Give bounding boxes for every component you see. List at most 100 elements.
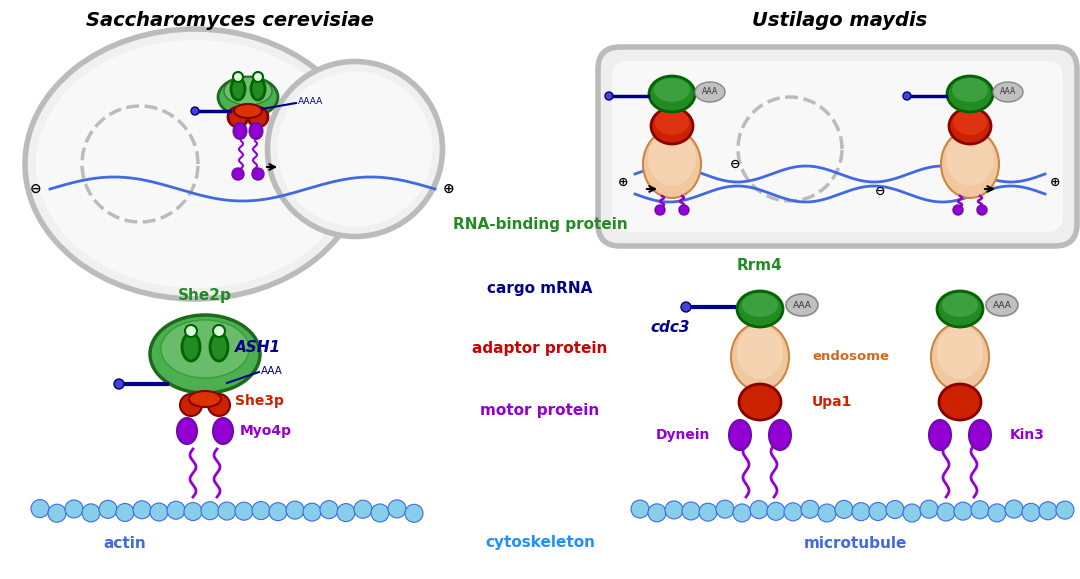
Text: cytoskeleton: cytoskeleton (485, 536, 595, 551)
Circle shape (869, 503, 887, 521)
Circle shape (184, 503, 202, 521)
Circle shape (252, 501, 270, 519)
Ellipse shape (769, 420, 791, 450)
Ellipse shape (942, 293, 978, 317)
Text: She2p: She2p (178, 288, 232, 303)
Circle shape (648, 504, 666, 522)
Ellipse shape (643, 130, 701, 198)
Circle shape (937, 503, 955, 521)
Circle shape (185, 325, 197, 337)
Circle shape (784, 503, 802, 521)
Circle shape (253, 72, 264, 82)
Circle shape (269, 503, 287, 521)
Ellipse shape (947, 76, 993, 112)
Ellipse shape (249, 123, 262, 139)
Ellipse shape (731, 323, 789, 391)
Text: ⊖: ⊖ (30, 182, 42, 196)
Text: AAA: AAA (1000, 87, 1016, 97)
Circle shape (977, 205, 987, 215)
Ellipse shape (654, 78, 690, 102)
Ellipse shape (224, 77, 272, 105)
Circle shape (252, 168, 264, 180)
Circle shape (167, 501, 185, 519)
Circle shape (1022, 503, 1040, 521)
Circle shape (1039, 502, 1057, 520)
Ellipse shape (951, 78, 988, 102)
Ellipse shape (234, 104, 262, 118)
Ellipse shape (233, 123, 246, 139)
Circle shape (320, 501, 338, 519)
Ellipse shape (737, 291, 783, 327)
Text: ⊖: ⊖ (875, 185, 886, 197)
Ellipse shape (213, 418, 233, 444)
Text: AAA: AAA (261, 366, 283, 376)
Text: Rrm4: Rrm4 (738, 258, 783, 273)
Ellipse shape (737, 325, 783, 379)
Ellipse shape (742, 293, 778, 317)
Circle shape (31, 500, 49, 518)
Ellipse shape (25, 29, 365, 299)
Ellipse shape (278, 71, 432, 226)
Circle shape (852, 503, 870, 521)
Text: AAA: AAA (793, 301, 811, 310)
Ellipse shape (739, 384, 781, 420)
Circle shape (631, 500, 649, 518)
Text: Myo4p: Myo4p (240, 424, 292, 438)
Circle shape (681, 502, 700, 520)
Ellipse shape (931, 323, 989, 391)
Text: AAA: AAA (993, 301, 1012, 310)
Ellipse shape (208, 394, 230, 416)
Text: AAAA: AAAA (298, 97, 323, 105)
Circle shape (65, 500, 83, 518)
Ellipse shape (36, 40, 354, 288)
Circle shape (150, 503, 168, 521)
Ellipse shape (218, 77, 278, 117)
Circle shape (988, 504, 1005, 522)
Circle shape (971, 501, 989, 519)
Circle shape (218, 502, 237, 520)
Text: adaptor protein: adaptor protein (472, 342, 608, 357)
Ellipse shape (210, 333, 228, 361)
Circle shape (116, 504, 134, 522)
Text: RNA-binding protein: RNA-binding protein (453, 217, 627, 232)
Text: She3p: She3p (235, 394, 284, 408)
Text: Ustilago maydis: Ustilago maydis (753, 11, 928, 30)
Text: motor protein: motor protein (481, 404, 599, 419)
Text: cargo mRNA: cargo mRNA (487, 281, 593, 296)
Ellipse shape (729, 420, 751, 450)
Text: ⊕: ⊕ (443, 182, 455, 196)
Ellipse shape (993, 82, 1023, 102)
Circle shape (818, 504, 836, 522)
Circle shape (1056, 501, 1074, 519)
Ellipse shape (648, 130, 696, 185)
Ellipse shape (986, 294, 1018, 316)
Circle shape (99, 500, 117, 518)
Text: Saccharomyces cerevisiae: Saccharomyces cerevisiae (86, 11, 374, 30)
Circle shape (835, 500, 853, 518)
Circle shape (903, 504, 921, 522)
Ellipse shape (189, 391, 221, 407)
Circle shape (750, 501, 768, 519)
Text: endosome: endosome (812, 350, 889, 364)
Text: microtubule: microtubule (804, 536, 907, 551)
Circle shape (133, 501, 151, 519)
Circle shape (388, 500, 406, 518)
Text: Upa1: Upa1 (812, 395, 852, 409)
Ellipse shape (654, 109, 689, 135)
Text: ASH1: ASH1 (235, 339, 281, 354)
Text: AAA: AAA (702, 87, 718, 97)
Circle shape (354, 500, 372, 518)
Text: ⊕: ⊕ (618, 175, 629, 189)
Ellipse shape (161, 320, 249, 378)
Ellipse shape (969, 420, 991, 450)
Circle shape (232, 168, 244, 180)
Circle shape (303, 503, 321, 521)
Circle shape (920, 500, 939, 518)
Ellipse shape (937, 291, 983, 327)
Ellipse shape (248, 107, 268, 127)
Ellipse shape (937, 325, 983, 379)
Ellipse shape (651, 108, 693, 144)
Circle shape (886, 500, 904, 519)
Text: cdc3: cdc3 (650, 320, 690, 335)
Circle shape (82, 504, 100, 522)
